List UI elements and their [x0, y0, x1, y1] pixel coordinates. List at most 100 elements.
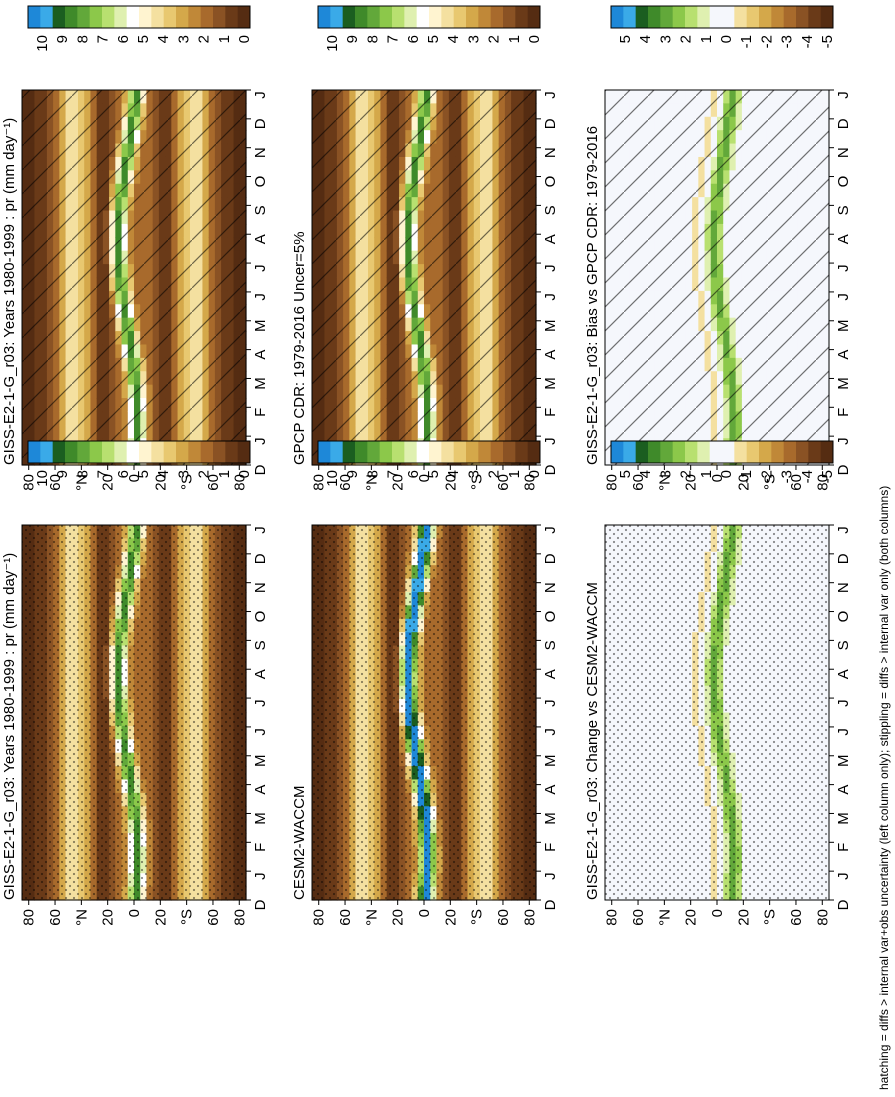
y-tick-label: 80	[21, 909, 38, 926]
x-tick-label: S	[542, 205, 559, 215]
x-tick-label: J	[252, 437, 269, 445]
colorbar-swatch	[237, 6, 251, 28]
x-tick-label: M	[252, 755, 269, 768]
colorbar-tick-label: 4	[155, 470, 172, 478]
y-tick-label: 20	[390, 474, 407, 491]
colorbar-tick-label: 7	[95, 35, 112, 43]
colorbar-swatch	[89, 441, 103, 463]
x-tick-label: J	[542, 699, 559, 707]
colorbar-swatch	[342, 441, 356, 463]
x-tick-label: M	[252, 812, 269, 825]
x-tick-label: F	[542, 408, 559, 417]
colorbar-tick-label: 1	[216, 470, 233, 478]
x-tick-label: J	[252, 728, 269, 736]
colorbar-swatch	[453, 6, 467, 28]
y-tick-label: 0	[416, 474, 433, 482]
colorbar-swatch	[188, 441, 202, 463]
colorbar-tick-label: 10	[34, 35, 51, 52]
colorbar-tick-label: 6	[405, 35, 422, 43]
x-tick-label: M	[542, 812, 559, 825]
colorbar-swatch	[355, 441, 368, 463]
colorbar-tick-label: 3	[465, 35, 482, 43]
x-tick-label: O	[542, 611, 559, 623]
colorbar-swatch	[318, 6, 331, 28]
colorbar-tick-label: 1	[506, 35, 523, 43]
x-tick-label: O	[252, 611, 269, 623]
panel-title: GISS-E2-1-G_r03: Years 1980-1999 : pr (m…	[1, 553, 18, 900]
colorbar-tick-label: 8	[364, 470, 381, 478]
colorbar-swatch	[379, 6, 393, 28]
x-tick-label: J	[252, 91, 269, 99]
colorbar-swatch	[330, 441, 344, 463]
colorbar-tick-label: 9	[344, 470, 361, 478]
colorbar-tick-label: 1	[216, 35, 233, 43]
y-tick-label: 80	[311, 474, 328, 491]
y-tick-label: 60	[337, 909, 354, 926]
colorbar-tick-label: 10	[34, 470, 51, 487]
colorbar-tick-label: 10	[324, 35, 341, 52]
y-tick-label: 60	[495, 474, 512, 491]
colorbar-swatch	[52, 441, 66, 463]
colorbar-tick-label: 3	[175, 470, 192, 478]
colorbar-tick-label: 5	[425, 470, 442, 478]
y-tick-label: 80	[231, 909, 248, 926]
colorbar-tick-label: 2	[486, 35, 503, 43]
colorbar-tick-label: 0	[526, 470, 543, 478]
colorbar-frame	[317, 5, 541, 29]
x-tick-label: A	[252, 234, 269, 244]
colorbar-tick-label: 6	[115, 35, 132, 43]
colorbar-swatch	[77, 441, 91, 463]
colorbar-tick-label: 7	[385, 35, 402, 43]
colorbar-swatch	[379, 441, 393, 463]
x-tick-label: F	[252, 408, 269, 417]
x-tick-label: D	[252, 899, 269, 910]
panel-title: GISS-E2-1-G_r03: Years 1980-1999 : pr (m…	[1, 118, 18, 465]
colorbar-frame	[27, 440, 251, 464]
y-tick-label: 20	[152, 909, 169, 926]
colorbar-swatch	[225, 441, 239, 463]
x-tick-label: J	[542, 728, 559, 736]
x-tick-label: M	[252, 320, 269, 333]
colorbar-frame	[317, 440, 541, 464]
colorbar-tick-label: 8	[364, 35, 381, 43]
x-tick-label: A	[252, 669, 269, 679]
x-tick-label: M	[542, 377, 559, 390]
colorbar-tick-label: 10	[324, 470, 341, 487]
colorbar-swatch	[176, 441, 189, 463]
hatching-overlay	[312, 90, 536, 465]
panel-title: GPCP CDR: 1979-2016 Uncer=5%	[291, 231, 308, 465]
colorbar-swatch	[40, 441, 54, 463]
x-tick-label: N	[252, 582, 269, 593]
colorbar-tick-label: 8	[74, 35, 91, 43]
colorbar-swatch	[527, 6, 541, 28]
colorbar-swatch	[453, 441, 467, 463]
colorbar-tick-label: 7	[95, 470, 112, 478]
x-tick-label: J	[252, 293, 269, 301]
colorbar-swatch	[441, 6, 455, 28]
colorbar-swatch	[466, 6, 479, 28]
y-tick-label: 80	[521, 474, 538, 491]
colorbar-swatch	[163, 6, 177, 28]
panel-title: CESM2-WACCM	[291, 786, 308, 900]
colorbar-swatch	[429, 6, 442, 28]
colorbar-swatch	[404, 441, 418, 463]
colorbar-tick-label: 7	[385, 470, 402, 478]
colorbar-swatch	[139, 6, 152, 28]
colorbar-swatch	[200, 6, 214, 28]
colorbar-swatch	[478, 6, 492, 28]
colorbar-swatch	[139, 441, 152, 463]
x-tick-label: J	[542, 264, 559, 272]
y-tick-label: 80	[311, 909, 328, 926]
colorbar-swatch	[225, 6, 239, 28]
y-tick-label: 60	[47, 909, 64, 926]
stipple-overlay	[312, 525, 536, 900]
colorbar-tick-label: 2	[196, 35, 213, 43]
colorbar-swatch	[65, 6, 78, 28]
colorbar-swatch	[163, 441, 177, 463]
colorbar-swatch	[102, 441, 115, 463]
colorbar-swatch	[342, 6, 356, 28]
colorbar-tick-label: 4	[155, 35, 172, 43]
colorbar-tick-label: 3	[465, 470, 482, 478]
